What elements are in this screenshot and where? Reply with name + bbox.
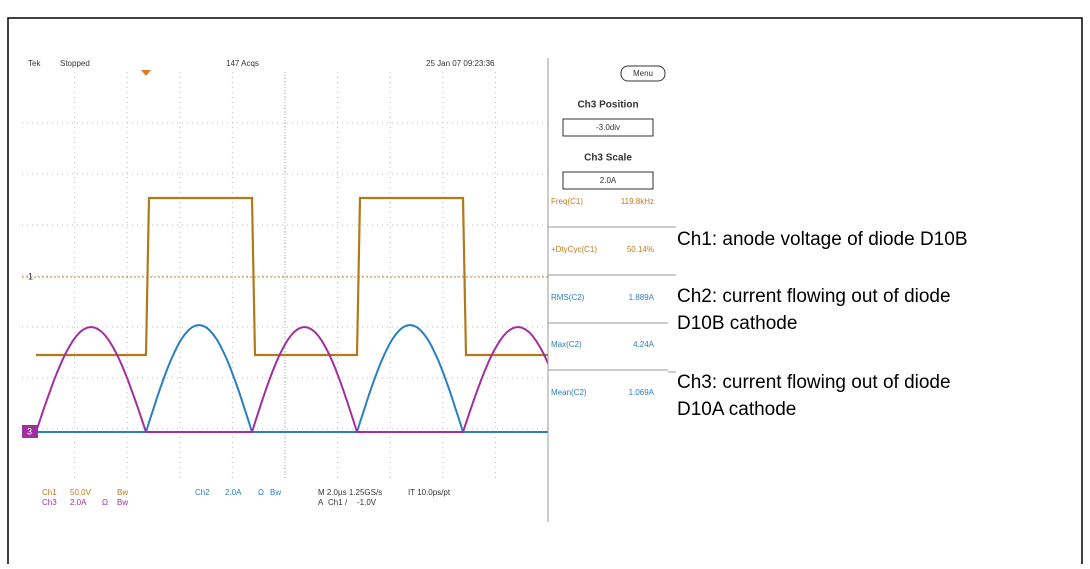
measurement-label: RMS(C2) xyxy=(551,293,585,302)
footer-item: IT 10.0ps/pt xyxy=(408,488,451,497)
footer-item: Bw xyxy=(270,488,281,497)
status: Stopped xyxy=(60,59,90,68)
annotation-text: Ch2: current flowing out of diode xyxy=(677,286,951,307)
measurement-label: Max(C2) xyxy=(551,340,582,349)
footer-item: A xyxy=(318,498,324,507)
scope-footer: Ch1 50.0V Bw Ch2 2.0A Ω Bw M 2.0µs 1.25GS/s IT 1… xyxy=(42,488,451,507)
measurement-value: 4.24A xyxy=(633,340,655,349)
footer-item: 2.0A xyxy=(225,488,242,497)
footer-item: M 2.0µs 1.25GS/s xyxy=(318,488,382,497)
scale-box xyxy=(562,171,654,190)
ch2-trace xyxy=(22,323,548,433)
menu-button[interactable] xyxy=(620,65,666,82)
footer-item: 50.0V xyxy=(70,488,92,497)
position-box xyxy=(562,118,654,137)
annotations: Ch1: anode voltage of diode D10B Ch2: cur… xyxy=(668,226,968,420)
annotation-text: D10A cathode xyxy=(677,399,796,420)
scale-value: 2.0A xyxy=(600,176,617,185)
footer-item: Ch1 xyxy=(42,488,57,497)
acquisitions: 147 Acqs xyxy=(226,59,259,68)
measurements: Freq(C1) 119.8kHz +DtyCyc(C1) 50.14% RMS(C2)… xyxy=(548,197,668,397)
ch3-marker: 3 xyxy=(27,426,32,436)
annotation-text: D10B cathode xyxy=(677,313,797,334)
brand: Tek xyxy=(28,59,41,68)
position-value: -3.0div xyxy=(596,123,620,132)
footer-item: / xyxy=(345,498,348,507)
footer-item: Ω xyxy=(102,498,108,507)
footer-item: Ch1 xyxy=(328,498,343,507)
measurement-label: +DtyCyc(C1) xyxy=(551,245,597,254)
ch3-trace xyxy=(22,327,573,432)
footer-item: Ω xyxy=(258,488,264,497)
graticule xyxy=(22,72,548,480)
measurement-value: 119.8kHz xyxy=(621,197,654,206)
measurement-label: Mean(C2) xyxy=(551,388,587,397)
measurement-label: Freq(C1) xyxy=(551,197,583,206)
measurement-value: 1.069A xyxy=(629,388,655,397)
ch1-marker: 1 xyxy=(28,271,33,281)
footer-item: Bw xyxy=(117,498,128,507)
measurement-value: 50.14% xyxy=(627,245,654,254)
menu-label[interactable]: Menu xyxy=(633,69,653,78)
datetime: 25 Jan 07 09:23:36 xyxy=(426,59,495,68)
scope-screen xyxy=(22,58,668,522)
footer-item: Bw xyxy=(117,488,128,497)
annotation-text: Ch3: current flowing out of diode xyxy=(677,372,951,393)
footer-item: 2.0A xyxy=(70,498,87,507)
position-label: Ch3 Position xyxy=(577,100,638,111)
annotation-text: Ch1: anode voltage of diode D10B xyxy=(677,229,968,250)
ch3-marker-box xyxy=(22,425,38,438)
footer-item: -1.0V xyxy=(357,498,377,507)
footer-item: Ch2 xyxy=(195,488,210,497)
measurement-value: 1.889A xyxy=(629,293,655,302)
scale-label: Ch3 Scale xyxy=(584,153,632,164)
ch1-trace xyxy=(36,196,548,357)
footer-item: Ch3 xyxy=(42,498,57,507)
trigger-marker xyxy=(141,70,151,76)
